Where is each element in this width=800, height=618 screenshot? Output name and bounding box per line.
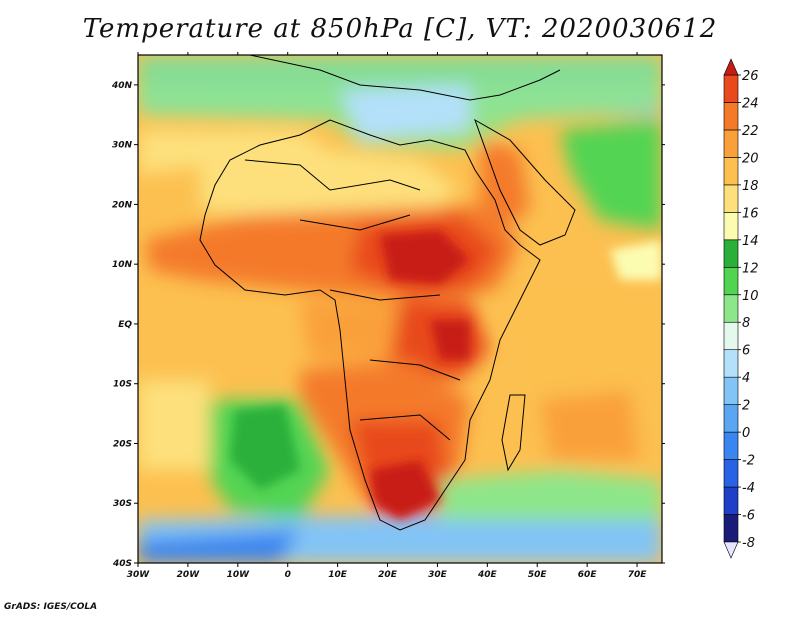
plot-frame [137,54,663,564]
colorbar-label: -8 [742,536,755,551]
y-tick-label: 30N [112,141,133,151]
colorbar-swatch [723,129,739,158]
y-tick-label: 40S [112,559,132,569]
colorbar-label: -6 [742,509,755,524]
colorbar-swatch [723,212,739,241]
colorbar-swatch [723,184,739,213]
colorbar-label: 4 [742,371,750,386]
y-tick-label: 10N [112,260,133,270]
colorbar-label: 8 [742,316,750,331]
colorbar-swatch [723,431,739,460]
colorbar-label: 10 [742,289,759,304]
x-tick-label: 10E [328,570,348,580]
colorbar-swatch [723,294,739,323]
x-tick-label: 30W [127,570,151,580]
colorbar-swatch [723,404,739,433]
colorbar-label: 18 [742,179,759,194]
colorbar-label: 22 [742,124,759,139]
y-tick-label: 20N [112,200,133,210]
y-tick-label: EQ [118,320,132,330]
colorbar-swatch [723,239,739,268]
colorbar-swatch [723,514,739,543]
colorbar-swatch [723,74,739,103]
colorbar-swatch [723,486,739,515]
x-tick-label: 30E [428,570,448,580]
colorbar-label: 6 [742,344,750,359]
colorbar-label: 16 [742,206,759,221]
colorbar-label: 26 [742,69,759,84]
colorbar-swatch [723,459,739,488]
x-tick-label: 50E [528,570,548,580]
coastlines [199,55,576,531]
colorbar-swatch [723,321,739,351]
x-tick-label: 70E [628,570,648,580]
colorbar-label: 14 [742,234,759,249]
x-tick-label: 40E [477,570,498,580]
x-axis: 30W 20W 10W 0 10E 20E 30E 40E 50E 60E 70E [127,52,647,580]
colorbar-min-triangle [723,541,739,559]
colorbar-label: -2 [742,454,755,469]
colorbar-label: 24 [742,96,759,111]
colorbar-max-triangle [723,58,739,76]
y-tick-label: 40N [111,81,133,91]
colorbar-swatch [723,157,739,186]
colorbar-swatch [723,102,739,131]
y-tick-label: 20S [113,439,132,449]
x-tick-label: 10W [227,570,251,580]
colorbar-swatch [723,349,739,378]
x-tick-label: 0 [285,570,291,580]
temperature-field [138,55,662,563]
colorbar-label: 0 [742,426,750,441]
chart-title: Temperature at 850hPa [C], VT: 202003061… [82,14,718,44]
credit-label: GrADS: IGES/COLA [4,602,98,612]
colorbar-label: 20 [742,151,759,166]
colorbar-label: 12 [742,261,759,276]
colorbar-label: 2 [742,399,750,414]
x-tick-label: 20E [378,570,398,580]
x-tick-label: 20W [177,570,201,580]
x-tick-label: 60E [578,570,598,580]
y-tick-label: 30S [113,499,132,509]
y-axis: 40N 30N 20N 10N EQ 10S 20S 30S 40S [111,81,665,569]
y-tick-label: 10S [113,380,132,390]
colorbar-swatch [723,266,739,296]
colorbar-swatch [723,376,739,405]
colorbar-label: -4 [742,481,755,496]
